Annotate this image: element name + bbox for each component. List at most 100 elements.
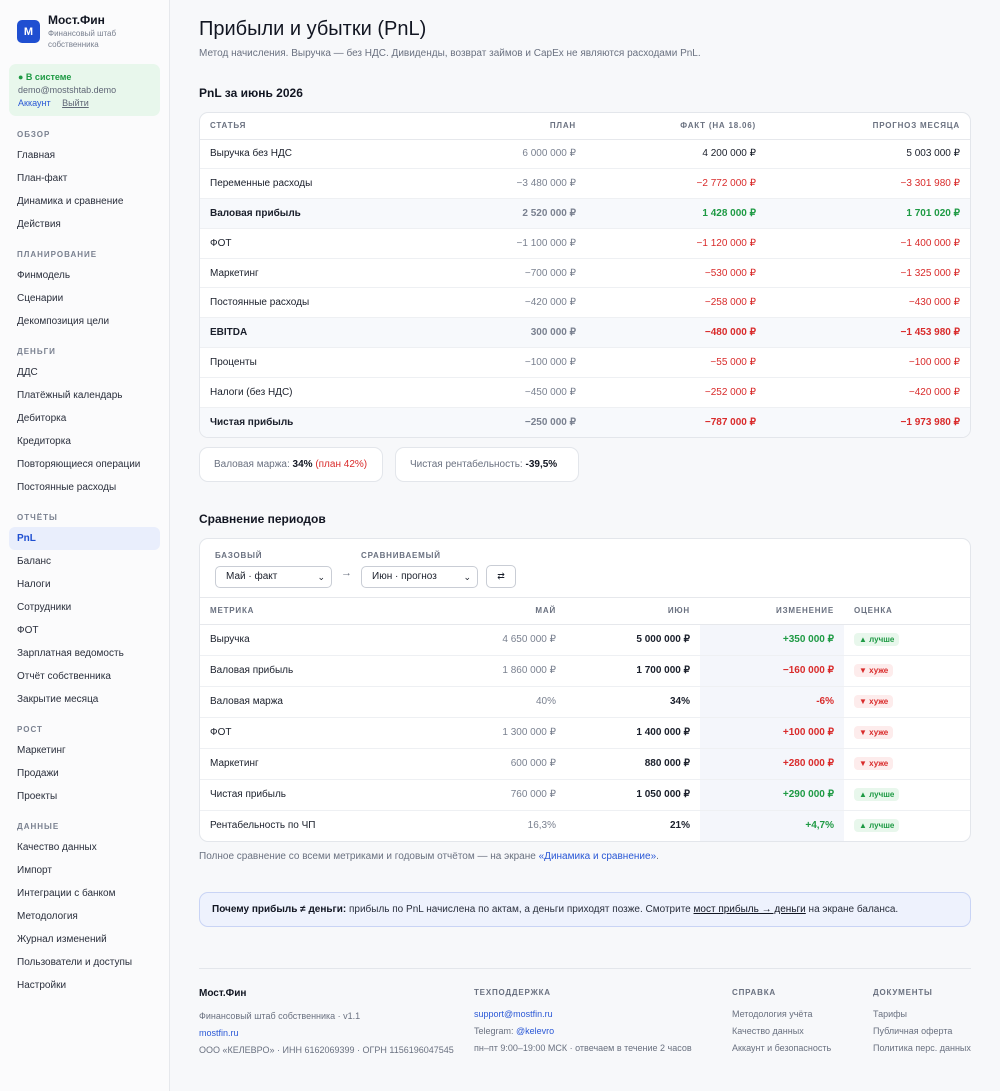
brand-logo: М: [17, 20, 40, 43]
brand[interactable]: М Мост.Фин Финансовый штаб собственника: [9, 13, 160, 50]
logout-link[interactable]: Выйти: [62, 98, 89, 108]
gross-margin-value: 34%: [292, 459, 313, 470]
compare-period-select[interactable]: Июн · прогноз ⌄: [361, 566, 478, 588]
pnl-plan-value: −420 000 ₽: [460, 287, 586, 319]
base-period-select[interactable]: Май · факт ⌄: [215, 566, 332, 588]
sidebar-item[interactable]: Маркетинг: [17, 745, 66, 756]
sidebar-item[interactable]: Сотрудники: [17, 602, 72, 613]
footer-docs-link[interactable]: Политика перс. данных: [873, 1043, 971, 1053]
metric-name: Валовая прибыль: [200, 655, 400, 687]
sidebar-item[interactable]: Кредиторка: [17, 436, 71, 447]
evaluation-badge: ▼ хуже: [854, 757, 894, 770]
sidebar-item[interactable]: Качество данных: [17, 842, 97, 853]
sidebar-item[interactable]: Интеграции с банком: [17, 888, 116, 899]
pnl-row: Маркетинг −700 000 ₽ −530 000 ₽ −1 325 000 …: [200, 258, 970, 289]
column-header: МАЙ: [400, 598, 566, 625]
column-header: ФАКТ (НА 18.06): [586, 113, 766, 140]
column-header: МЕТРИКА: [200, 598, 400, 625]
sidebar-item[interactable]: Действия: [17, 219, 61, 230]
support-email-link[interactable]: support@mostfin.ru: [474, 1009, 553, 1019]
footer-help-link[interactable]: Методология учёта: [732, 1009, 813, 1019]
sidebar-item[interactable]: Баланс: [17, 556, 52, 567]
pnl-plan-value: −3 480 000 ₽: [460, 168, 586, 200]
sidebar-nav: ОБЗОР Главная План-факт Динамика и сравнени…: [9, 130, 160, 997]
footer-docs-link[interactable]: Публичная оферта: [873, 1026, 953, 1036]
evaluation-badge: ▼ хуже: [854, 726, 894, 739]
sidebar-item[interactable]: Налоги: [17, 579, 51, 590]
arrow-right-icon: →: [341, 567, 352, 579]
footer-support-column: ТЕХПОДДЕРЖКА support@mostfin.ru Telegram…: [474, 988, 692, 1057]
chevron-down-icon: ⌄: [317, 572, 325, 582]
sidebar-item[interactable]: Отчёт собственника: [17, 671, 111, 682]
net-margin-pill: Чистая рентабельность: -39,5%: [395, 447, 579, 482]
june-value: 1 700 000 ₽: [566, 655, 700, 687]
sidebar-item[interactable]: Платёжный календарь: [17, 390, 123, 401]
pnl-fact-value: 1 428 000 ₽: [586, 198, 766, 229]
sidebar-item[interactable]: Главная: [17, 150, 56, 161]
sidebar-item[interactable]: Журнал изменений: [17, 934, 107, 945]
sidebar-item[interactable]: Настройки: [17, 980, 67, 991]
footer-help-link[interactable]: Качество данных: [732, 1026, 804, 1036]
column-header: ИЮН: [566, 598, 700, 625]
sidebar-item[interactable]: PnL: [9, 527, 160, 550]
swap-periods-button[interactable]: ⇄: [486, 565, 516, 588]
june-value: 21%: [669, 820, 690, 832]
sidebar-item[interactable]: Дебиторка: [17, 413, 67, 424]
account-link[interactable]: Аккаунт: [18, 98, 51, 108]
evaluation-cell: ▼ хуже: [844, 655, 970, 687]
sidebar-item[interactable]: Продажи: [17, 768, 59, 779]
pnl-fact-value: −530 000 ₽: [586, 258, 766, 289]
footer-brand-column: Мост.Фин Финансовый штаб собственника · …: [199, 988, 454, 1059]
pnl-fact-value: −55 000 ₽: [586, 347, 766, 378]
metric-name: Валовая маржа: [200, 686, 400, 718]
sidebar-item[interactable]: ФОТ: [17, 625, 39, 636]
sidebar-item[interactable]: Зарплатная ведомость: [17, 648, 124, 659]
pnl-forecast-value: −1 973 980 ₽: [766, 407, 970, 437]
sidebar-item[interactable]: Импорт: [17, 865, 52, 876]
sidebar-item[interactable]: ДДС: [17, 367, 38, 378]
pnl-forecast-value: 1 701 020 ₽: [766, 198, 970, 229]
profit-vs-cash-callout: Почему прибыль ≠ деньги: прибыль по PnL …: [199, 892, 971, 927]
sidebar-item[interactable]: Проекты: [17, 791, 58, 802]
pnl-fact-value: −787 000 ₽: [586, 407, 766, 437]
metric-name: Чистая прибыль: [200, 779, 400, 811]
telegram-link[interactable]: @kelevro: [516, 1026, 555, 1036]
may-value: 600 000 ₽: [400, 748, 566, 780]
sidebar-item[interactable]: Динамика и сравнение: [17, 196, 124, 207]
sidebar-item[interactable]: Повторяющиеся операции: [17, 459, 141, 470]
sidebar-item[interactable]: План-факт: [17, 173, 68, 184]
june-value: 5 000 000 ₽: [566, 624, 700, 656]
may-value: 760 000 ₽: [400, 779, 566, 811]
pnl-fact-value: −258 000 ₽: [586, 287, 766, 319]
footer-docs-link[interactable]: Тарифы: [873, 1009, 908, 1019]
sidebar-item[interactable]: Сценарии: [17, 293, 64, 304]
sidebar-item[interactable]: Финмодель: [17, 270, 71, 281]
pnl-fact-value: −2 772 000 ₽: [586, 168, 766, 200]
dynamics-link[interactable]: «Динамика и сравнение»: [538, 851, 657, 862]
session-status: ● В системе demo@mostshtab.demo Аккаунт …: [9, 64, 160, 116]
june-value: 880 000 ₽: [566, 748, 700, 780]
metric-name: Рентабельность по ЧП: [210, 820, 316, 832]
sidebar-item[interactable]: Пользователи и доступы: [17, 957, 133, 968]
sidebar-item[interactable]: Декомпозиция цели: [17, 316, 110, 327]
evaluation-cell: ▼ хуже: [844, 686, 970, 718]
pnl-forecast-value: 5 003 000 ₽: [766, 139, 970, 170]
gross-margin-pill: Валовая маржа: 34% (план 42%): [199, 447, 383, 482]
comparison-controls: БАЗОВЫЙ Май · факт ⌄ → СРАВНИВАЕМЫЙ Июн …: [200, 539, 970, 598]
sidebar-item[interactable]: Постоянные расходы: [17, 482, 117, 493]
profit-cash-bridge-link[interactable]: мост прибыль → деньги: [693, 904, 806, 915]
footer-help-link[interactable]: Аккаунт и безопасность: [732, 1043, 832, 1053]
swap-icon: ⇄: [497, 571, 505, 581]
pnl-section-title: PnL за июнь 2026: [199, 86, 303, 100]
comparison-row: Валовая маржа 40% 34% -6% ▼ хуже: [200, 686, 970, 718]
column-header: ПРОГНОЗ МЕСЯЦА: [766, 113, 970, 140]
pnl-row: Постоянные расходы −420 000 ₽ −258 000 ₽ −4…: [200, 287, 970, 319]
may-value: 1 860 000 ₽: [400, 655, 566, 687]
online-status: ● В системе: [18, 72, 72, 82]
pnl-table-card: СТАТЬЯ ПЛАН ФАКТ (НА 18.06) ПРОГНОЗ МЕСЯ…: [199, 112, 971, 438]
footer-site-link[interactable]: mostfin.ru: [199, 1028, 239, 1038]
sidebar-item[interactable]: Закрытие месяца: [17, 694, 99, 705]
pnl-row: ФОТ −1 100 000 ₽ −1 120 000 ₽ −1 400 000 ₽: [200, 228, 970, 259]
pnl-plan-value: −100 000 ₽: [460, 347, 586, 378]
sidebar-item[interactable]: Методология: [17, 911, 78, 922]
